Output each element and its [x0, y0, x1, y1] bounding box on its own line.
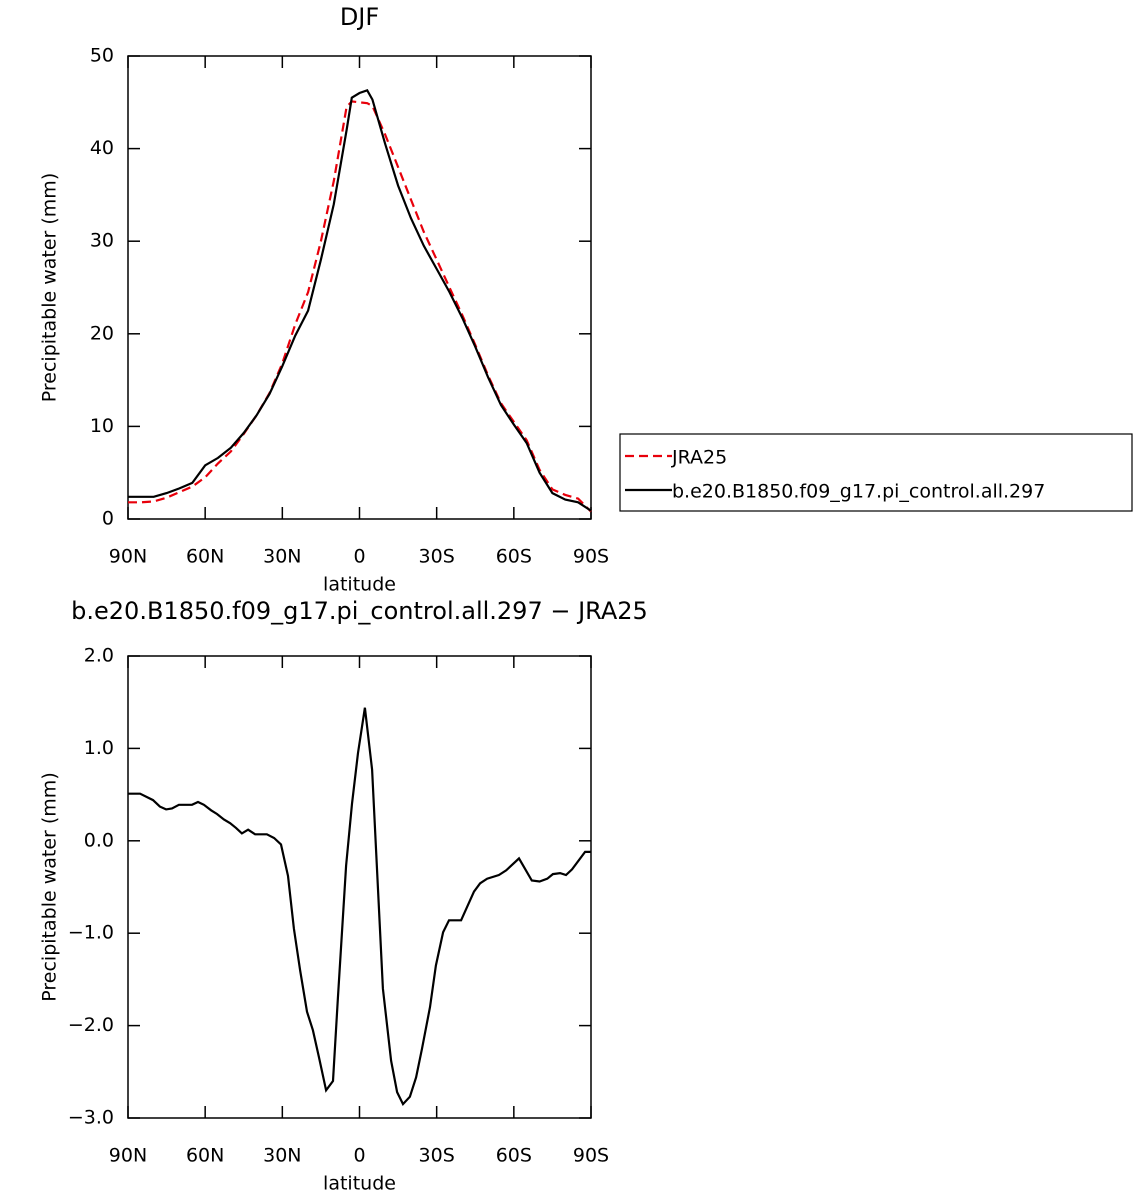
- y-tick-label: −2.0: [68, 1014, 114, 1036]
- x-tick-label: 30N: [263, 546, 301, 568]
- y-tick-label: −3.0: [68, 1107, 114, 1129]
- x-tick-label: 60N: [186, 546, 224, 568]
- chart-title: DJF: [340, 3, 379, 31]
- legend-label: b.e20.B1850.f09_g17.pi_control.all.297: [672, 481, 1045, 503]
- data-line: [128, 100, 592, 513]
- x-tick-label: 30S: [419, 1145, 455, 1167]
- x-tick-label: 90S: [573, 1145, 609, 1167]
- legend-box: [619, 433, 1133, 512]
- y-tick-label: 2.0: [84, 645, 114, 667]
- x-tick-label: 0: [353, 546, 365, 568]
- x-tick-label: 90N: [109, 546, 147, 568]
- y-tick-label: 10: [90, 415, 114, 437]
- x-tick-label: 90N: [109, 1145, 147, 1167]
- x-tick-label: 60S: [496, 1145, 532, 1167]
- data-line: [128, 88, 592, 512]
- x-tick-label: 60S: [496, 546, 532, 568]
- x-tick-label: 60N: [186, 1145, 224, 1167]
- data-line: [128, 707, 591, 1107]
- x-tick-label: 30N: [263, 1145, 301, 1167]
- y-tick-label: −1.0: [68, 922, 114, 944]
- x-axis-label: latitude: [323, 574, 396, 596]
- y-tick-label: 20: [90, 322, 114, 344]
- y-tick-label: 30: [90, 230, 114, 252]
- y-tick-label: 0: [102, 508, 114, 530]
- x-axis-label: latitude: [323, 1173, 396, 1195]
- x-tick-label: 30S: [419, 546, 455, 568]
- x-tick-label: 0: [353, 1145, 365, 1167]
- y-tick-label: 50: [90, 45, 114, 67]
- y-axis-label: Precipitable water (mm): [39, 173, 61, 402]
- y-tick-label: 40: [90, 137, 114, 159]
- plot-frame: [127, 655, 592, 1119]
- y-axis-label: Precipitable water (mm): [39, 772, 61, 1001]
- chart-title: b.e20.B1850.f09_g17.pi_control.all.297 −…: [71, 597, 648, 625]
- y-tick-label: 1.0: [84, 737, 114, 759]
- plot-frame: [127, 55, 592, 520]
- y-tick-label: 0.0: [84, 829, 114, 851]
- x-tick-label: 90S: [573, 546, 609, 568]
- legend-label: JRA25: [671, 447, 727, 469]
